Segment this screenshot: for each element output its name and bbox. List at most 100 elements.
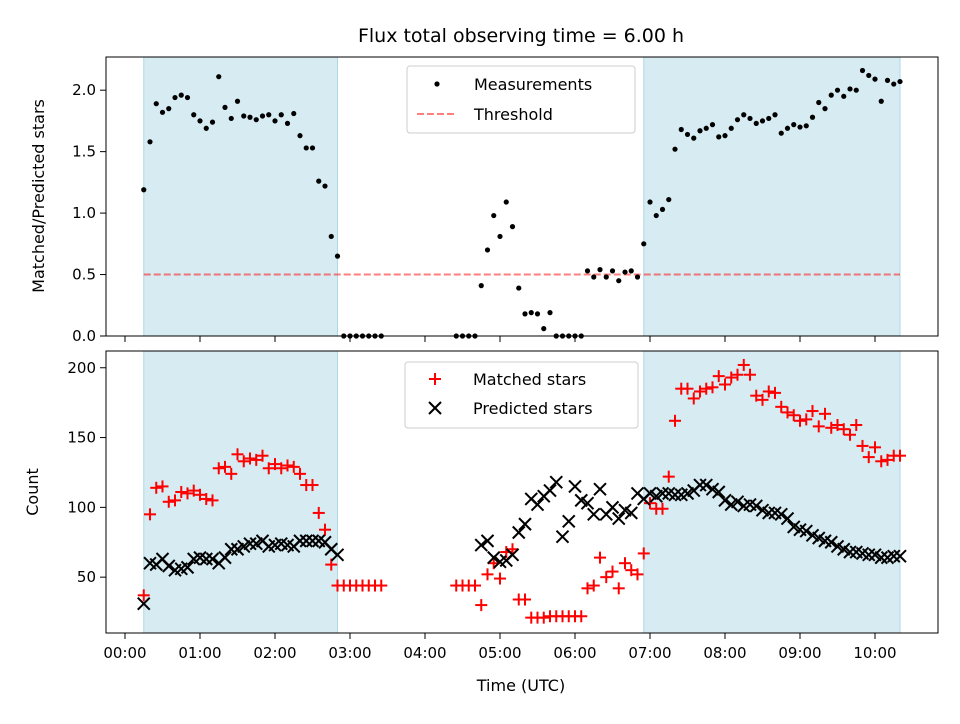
bottom-axes-frame — [105, 350, 939, 634]
predicted-point — [487, 550, 501, 565]
matched-point — [844, 428, 856, 441]
predicted-point-stroke — [774, 507, 788, 522]
matched-point — [187, 484, 200, 497]
matched-point — [375, 579, 388, 592]
predicted-point-stroke — [787, 520, 801, 534]
predicted-point — [137, 596, 151, 611]
predicted-point-stroke — [155, 552, 170, 566]
measurement-point — [209, 119, 216, 125]
predicted-point — [749, 499, 763, 513]
measurement-point — [847, 86, 853, 92]
x-tick-label: 05:00 — [478, 644, 521, 662]
predicted-point-stroke — [818, 534, 832, 548]
predicted-point-stroke — [312, 534, 326, 548]
measurement-point — [178, 92, 184, 98]
x-tick-label: 04:00 — [403, 644, 446, 662]
measurement-point — [897, 78, 903, 85]
predicted-point-stroke — [643, 486, 657, 501]
predicted-point-stroke — [743, 497, 757, 512]
predicted-point-stroke — [849, 545, 863, 559]
predicted-point — [205, 552, 220, 566]
matched-point — [750, 389, 763, 402]
matched-point — [150, 481, 163, 494]
predicted-point-stroke — [893, 549, 907, 563]
matched-point — [237, 455, 250, 468]
matched-point — [894, 449, 906, 462]
matched-point — [681, 382, 694, 395]
predicted-point-stroke — [574, 493, 588, 508]
predicted-point-stroke — [580, 496, 595, 510]
measurement-point — [703, 125, 709, 131]
predicted-point — [555, 529, 570, 544]
legend-marker-measurements — [434, 81, 440, 87]
measurement-point — [484, 247, 491, 253]
matched-point — [719, 378, 731, 391]
bottom-panel: 50 100 150 200 00:00 01:00 02:00 03:00 04:00 05:… — [23, 350, 939, 695]
predicted-point-stroke — [830, 539, 845, 554]
predicted-point — [612, 511, 626, 526]
measurement-point — [784, 125, 791, 131]
bottom-legend-box — [404, 361, 639, 429]
shaded-region — [143, 351, 338, 633]
measurement-point — [166, 106, 172, 112]
measurement-point — [747, 115, 753, 122]
x-axis-label: Time (UTC) — [476, 676, 565, 695]
measurement-point — [284, 120, 291, 126]
measurement-point — [791, 121, 797, 128]
measurement-point — [141, 187, 147, 193]
measurement-point — [591, 274, 597, 280]
measurement-point — [816, 99, 822, 106]
measurement-point — [478, 283, 484, 289]
x-tick-label: 08:00 — [703, 644, 746, 662]
measurement-point — [541, 326, 547, 332]
x-tick-label: 03:00 — [328, 644, 371, 662]
predicted-point-stroke — [855, 546, 870, 561]
matched-point — [181, 487, 194, 500]
matched-point — [619, 557, 631, 570]
matched-point — [600, 571, 613, 584]
y-tick-label: 100 — [67, 498, 96, 516]
top-x-ticks — [124, 336, 876, 342]
matched-point — [175, 486, 188, 498]
matched-point — [212, 462, 225, 475]
predicted-point — [893, 549, 907, 563]
measurement-point — [709, 121, 716, 128]
bottom-y-ticks: 50 100 150 200 — [67, 359, 106, 586]
measurement-point — [234, 98, 241, 104]
matched-point — [206, 494, 219, 507]
bottom-legend: Matched stars Predicted stars — [404, 361, 639, 429]
matched-point — [769, 386, 781, 399]
matched-point — [194, 488, 206, 501]
predicted-stars-series — [137, 475, 907, 611]
matched-point — [694, 385, 706, 398]
matched-point — [137, 589, 150, 602]
matched-point — [806, 405, 819, 418]
predicted-point — [718, 493, 732, 508]
measurement-point — [184, 94, 191, 101]
measurement-point — [634, 274, 641, 280]
measurement-point — [853, 87, 859, 93]
predicted-point-stroke — [543, 483, 557, 498]
predicted-point-stroke — [193, 550, 207, 565]
matched-point — [612, 582, 625, 595]
matched-point — [700, 382, 713, 395]
predicted-point — [730, 495, 745, 509]
matched-point — [325, 558, 338, 571]
measurement-point — [316, 178, 322, 184]
predicted-point — [693, 478, 707, 492]
measurement-point — [253, 117, 259, 123]
y-tick-label: 200 — [67, 359, 96, 377]
predicted-point — [862, 548, 876, 562]
matched-point — [631, 568, 644, 581]
predicted-point — [549, 475, 563, 489]
measurement-point — [616, 278, 622, 284]
measurement-point — [666, 196, 672, 203]
measurement-point — [534, 311, 541, 317]
measurement-point — [891, 81, 897, 87]
measurement-point — [728, 125, 734, 131]
measurement-point — [884, 77, 891, 83]
matched-point — [787, 409, 800, 422]
matched-point — [875, 455, 888, 468]
measurement-point — [872, 76, 878, 82]
matched-point — [581, 582, 594, 595]
